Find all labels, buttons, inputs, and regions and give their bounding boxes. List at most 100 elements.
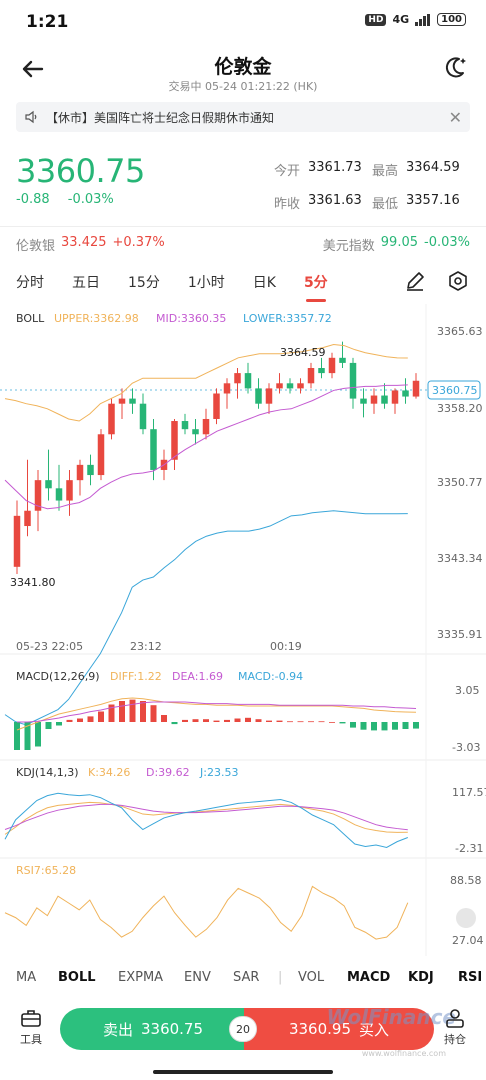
candle [255,388,262,404]
tools-button[interactable]: 工具 [14,1008,48,1047]
watermark: WolFinance [326,1005,456,1029]
dea-line [17,701,417,723]
macd-bar [224,719,230,722]
macd-bar [45,722,52,729]
tab-15min[interactable]: 15分 [128,275,160,291]
macd-bar [192,719,199,722]
indicator-rsi[interactable]: RSI [458,969,483,985]
buy-price: 3360.95 [288,1020,351,1038]
indicator-env[interactable]: ENV [184,969,211,985]
rsi-tick: 88.58 [450,874,482,887]
candle [150,429,157,470]
candle [213,393,220,419]
silver-price: 33.425 [61,235,107,250]
indicator-ma[interactable]: MA [16,969,37,985]
y-tick: 3358.20 [437,402,483,415]
macd-bar [150,705,157,722]
rsi-tick: 27.04 [452,934,484,947]
notice-text: 【休市】美国阵亡将士纪念日假期休市通知 [46,110,275,125]
hd-icon: HD [365,13,387,26]
tab-five-day[interactable]: 五日 [72,275,100,291]
macd-bar [360,722,367,730]
k-line [4,801,408,835]
indicator-sar[interactable]: SAR [233,969,260,985]
sell-button[interactable]: 卖出 3360.75 [60,1008,246,1050]
quote-stats: 今开 3361.73 最高 3364.59 昨收 3361.63 最低 3357… [274,160,474,226]
macd-bar [318,721,325,723]
indicator-vol[interactable]: VOL [298,969,325,985]
candle [87,464,94,476]
candle [402,390,409,397]
diff-line [16,697,417,731]
y-tick: 3365.63 [437,325,483,338]
price-tag: 3360.75 [432,384,478,397]
candle [108,403,115,435]
settings-icon[interactable] [447,270,469,292]
candle [118,398,126,404]
boll-upper-line [4,344,408,422]
macd-bar [24,722,31,750]
kdj-d: D:39.62 [146,766,190,779]
indicator-macd[interactable]: MACD [347,969,391,985]
kdj-k: K:34.26 [88,766,130,779]
candle [139,403,147,430]
macd-diff: DIFF:1.22 [110,670,162,683]
d-line [4,803,408,831]
macd-value: MACD:-0.94 [238,670,303,683]
macd-dea: DEA:1.69 [172,670,223,683]
tab-1hour[interactable]: 1小时 [187,275,225,291]
indicator-kdj[interactable]: KDJ [408,969,434,985]
candle [192,429,199,435]
network-icon: 4G [392,13,410,26]
candle [360,398,367,404]
tab-daily[interactable]: 日K [252,275,276,291]
low-value: 3357.16 [406,193,460,208]
high-value: 3364.59 [406,160,460,175]
boll-mid-line [4,384,408,510]
usd-index-quote[interactable]: 美元指数 99.05 -0.03% [323,235,470,254]
boll-label: BOLL [16,312,45,325]
night-mode-icon[interactable] [440,54,468,82]
price-change: -0.88 -0.03% [16,192,128,207]
silver-pct: +0.37% [112,235,165,250]
kline-chart[interactable]: BOLL UPPER:3362.98 MID:3360.35 LOWER:3357.7… [0,304,486,956]
indicator-expma[interactable]: EXPMA [118,969,164,985]
tools-label: 工具 [20,1033,42,1046]
candle [234,373,241,384]
y-tick: 3343.34 [437,552,483,565]
candle [13,515,21,567]
macd-bar [140,701,146,722]
candle [223,383,231,394]
indicator-boll[interactable]: BOLL [58,969,96,985]
silver-name: 伦敦银 [16,239,56,254]
candle [24,510,31,527]
macd-bar [108,704,115,722]
tab-5min[interactable]: 5分 [304,272,328,302]
macd-label: MACD(12,26,9) [16,670,100,683]
sell-label: 卖出 [102,1020,133,1039]
candle [66,480,73,501]
j-line [4,792,408,848]
high-marker: 3364.59 [280,346,326,359]
macd-bar [77,718,83,722]
price-tag-box [427,380,481,400]
rsi-line [4,885,409,940]
silver-quote[interactable]: 伦敦银 33.425 +0.37% [16,235,165,254]
macd-bar [245,717,251,722]
macd-bar [381,722,388,731]
tab-time[interactable]: 分时 [16,275,44,291]
close-icon[interactable]: ✕ [448,107,462,127]
candle [202,418,210,435]
toolbox-icon [21,1010,41,1027]
macd-bar [14,722,20,750]
macd-bar [255,719,262,722]
pencil-icon[interactable] [404,270,426,292]
candle [97,434,105,476]
holdings-button[interactable]: 持仓 [438,1008,472,1047]
macd-bar [203,719,209,722]
notice-banner[interactable]: 【休市】美国阵亡将士纪念日假期休市通知 ✕ [16,102,470,132]
kdj-tick: -2.31 [455,842,483,855]
buy-button[interactable]: 3360.95 买入 [244,1008,434,1050]
candle [129,398,136,404]
back-arrow-icon[interactable] [18,54,48,84]
